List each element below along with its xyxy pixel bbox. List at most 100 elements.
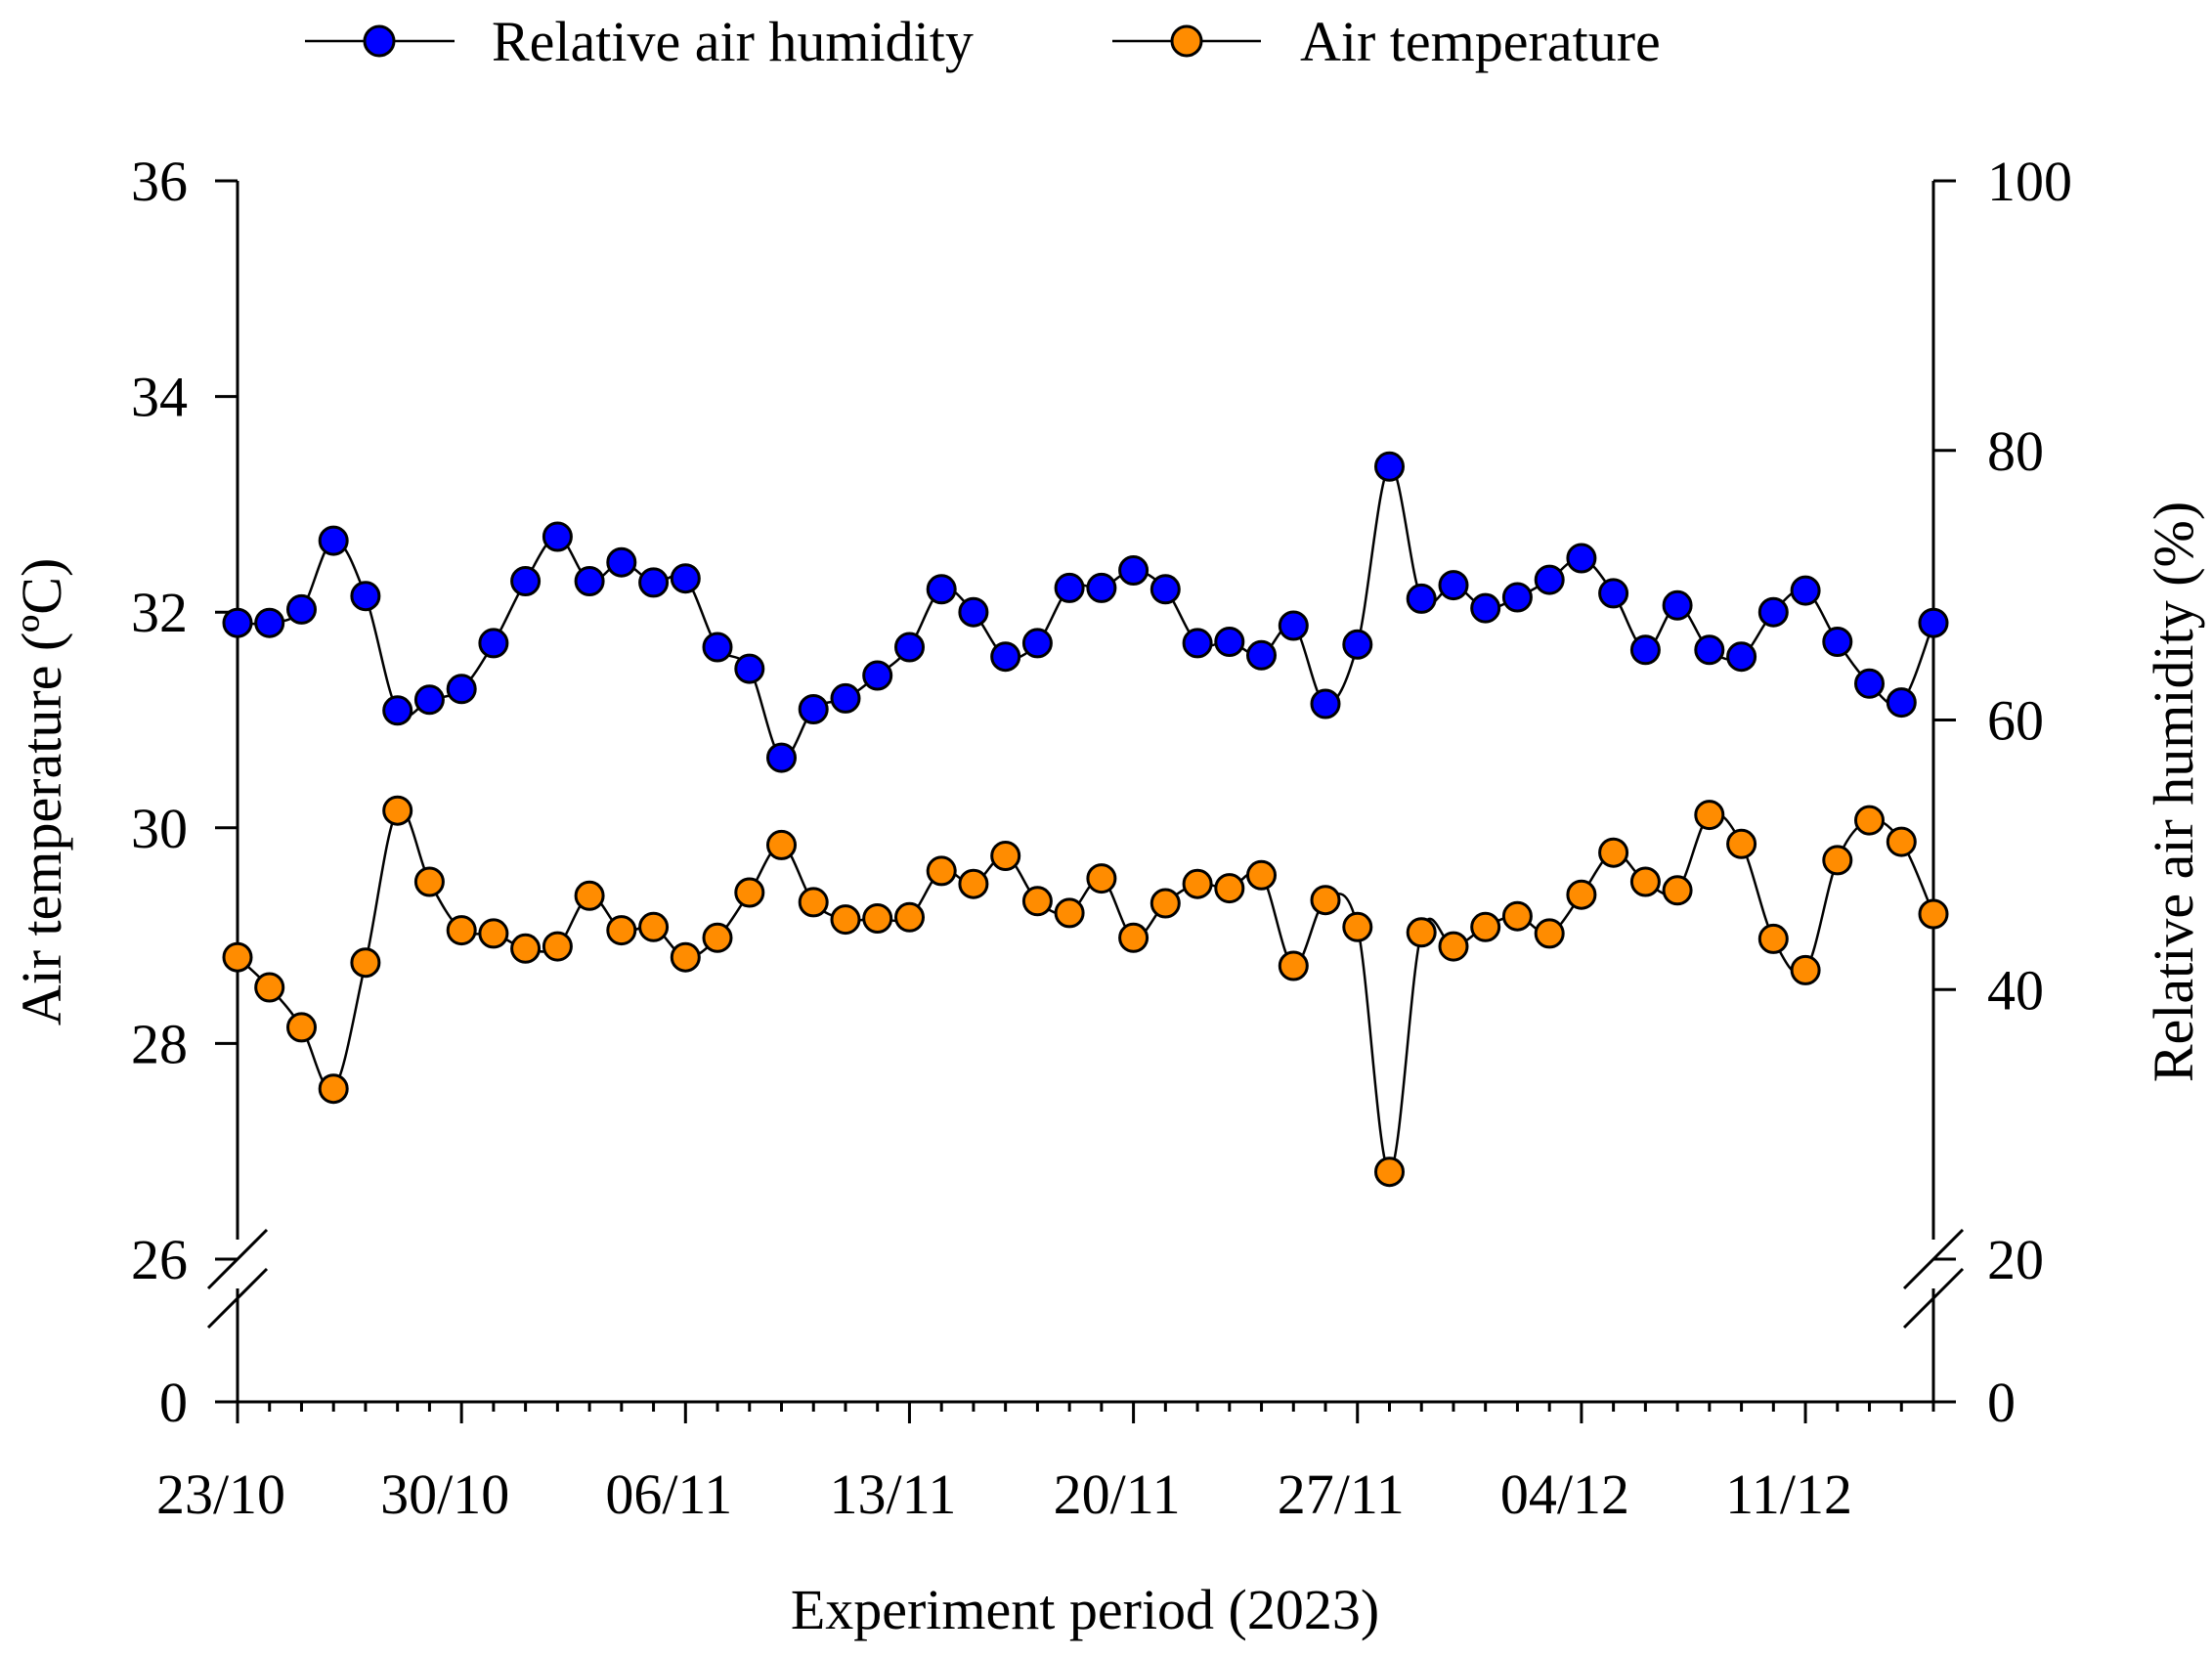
data-point (798, 694, 829, 724)
data-point (1342, 629, 1373, 660)
data-point (1149, 888, 1181, 919)
legend: Relative air humidity Air temperature (305, 10, 1661, 73)
data-point (1501, 900, 1533, 932)
data-point (1918, 898, 1949, 930)
data-point (1598, 837, 1629, 868)
left-tick-label: 32 (131, 581, 188, 644)
data-point (638, 567, 670, 598)
data-point (1854, 805, 1885, 836)
data-point (1918, 607, 1949, 638)
data-point (1886, 687, 1917, 719)
data-point (1182, 628, 1213, 659)
x-axis-ticks: 23/10 30/10 06/11 13/11 20/11 27/11 04/12 11/12 (156, 1402, 1935, 1526)
data-point (1374, 451, 1405, 482)
data-point (1790, 954, 1821, 985)
x-tick-label: 06/11 (605, 1462, 732, 1526)
left-axis-ticks: 0 26 28 30 32 34 36 (131, 150, 238, 1434)
data-point (350, 947, 381, 979)
left-tick-label: 0 (159, 1371, 188, 1434)
data-point (1757, 923, 1789, 954)
data-point (1822, 627, 1853, 657)
data-point (478, 628, 509, 659)
axes (206, 181, 1965, 1404)
right-axis-ticks: 0 20 40 60 80 100 (1933, 150, 2072, 1434)
data-point (1310, 688, 1341, 719)
data-point (1694, 800, 1725, 831)
right-tick-label: 20 (1987, 1228, 2044, 1291)
left-axis-title: Air temperature (ºC) (10, 558, 73, 1026)
data-point (1118, 555, 1149, 586)
data-point (830, 904, 861, 936)
data-point (862, 660, 893, 691)
data-point (382, 695, 413, 726)
legend-temperature-marker (1170, 24, 1203, 58)
data-point (1182, 868, 1213, 899)
data-point (1310, 885, 1341, 916)
series-line (237, 807, 1935, 1173)
data-point (958, 596, 989, 628)
data-point (1854, 668, 1885, 699)
data-point (1534, 918, 1565, 949)
data-point (1629, 866, 1661, 897)
data-point (1278, 610, 1309, 641)
data-point (1438, 931, 1469, 962)
data-point (894, 632, 925, 663)
data-point (926, 855, 957, 887)
data-point (1470, 592, 1501, 624)
data-point (574, 566, 605, 596)
data-point (734, 653, 765, 684)
data-point (542, 931, 573, 962)
data-point (1694, 634, 1725, 666)
data-point (958, 868, 989, 899)
data-point (1021, 886, 1053, 917)
data-point (1501, 582, 1533, 613)
series-air-temperature (222, 795, 1949, 1188)
data-point (1149, 574, 1181, 605)
data-point (446, 674, 477, 705)
data-point (1757, 596, 1789, 628)
data-point (1054, 572, 1085, 603)
x-tick-label: 20/11 (1054, 1462, 1181, 1526)
data-point (446, 915, 477, 946)
x-tick-label: 04/12 (1500, 1462, 1629, 1526)
x-axis-title: Experiment period (2023) (791, 1578, 1379, 1641)
data-point (318, 1073, 349, 1105)
right-tick-label: 0 (1987, 1371, 2016, 1434)
data-point (350, 581, 381, 612)
data-point (1726, 828, 1757, 859)
data-point (574, 880, 605, 911)
data-point (1534, 564, 1565, 595)
x-tick-label: 23/10 (156, 1462, 285, 1526)
data-point (1118, 922, 1149, 953)
data-point (1406, 917, 1437, 948)
data-point (1214, 627, 1245, 657)
right-tick-label: 40 (1987, 958, 2044, 1022)
data-point (510, 566, 542, 596)
data-point (286, 1012, 317, 1043)
data-point (1406, 583, 1437, 614)
right-axis-title: Relative air humidity (%) (2142, 501, 2205, 1082)
data-point (254, 972, 285, 1003)
right-tick-label: 80 (1987, 419, 2044, 483)
right-tick-label: 60 (1987, 689, 2044, 753)
data-point (894, 901, 925, 933)
data-point (542, 521, 573, 552)
data-point (1054, 897, 1085, 929)
data-point (1662, 589, 1693, 621)
left-tick-label: 26 (131, 1228, 188, 1291)
data-point (702, 922, 733, 953)
legend-temperature-label: Air temperature (1300, 10, 1661, 73)
data-point (670, 563, 701, 594)
data-point (1214, 873, 1245, 904)
left-tick-label: 28 (131, 1012, 188, 1075)
right-tick-label: 100 (1987, 150, 2072, 213)
data-point (478, 918, 509, 949)
legend-humidity-marker (363, 24, 396, 58)
data-point (926, 574, 957, 605)
data-point (1662, 875, 1693, 906)
series-relative-air-humidity (222, 451, 1949, 773)
data-point (286, 593, 317, 625)
data-point (1566, 879, 1597, 910)
left-tick-label: 36 (131, 150, 188, 213)
